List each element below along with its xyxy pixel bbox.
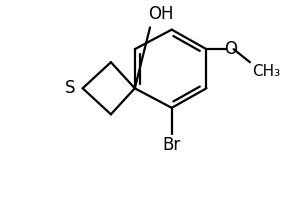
Text: S: S [64,79,75,97]
Text: O: O [224,40,237,58]
Text: OH: OH [148,6,174,23]
Text: Br: Br [163,136,181,154]
Text: CH₃: CH₃ [252,64,280,79]
